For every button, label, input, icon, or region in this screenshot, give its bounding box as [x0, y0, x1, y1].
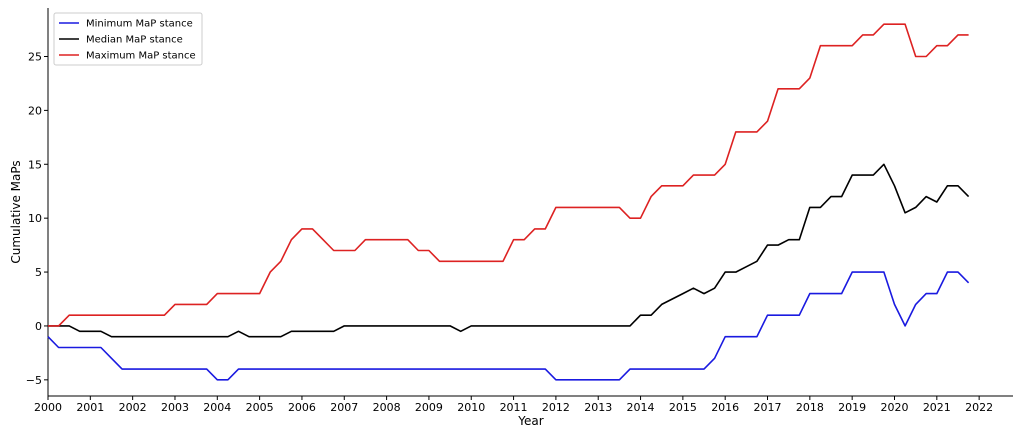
series-group — [47, 23, 970, 381]
y-ticks: −5 0 5 10 15 20 25 — [26, 51, 48, 387]
legend-label: Minimum MaP stance — [86, 19, 193, 30]
x-tick-label: 2003 — [161, 401, 189, 414]
x-tick-label: 2013 — [584, 401, 612, 414]
legend-box — [53, 12, 203, 66]
y-tick-label: 25 — [28, 51, 42, 64]
x-tick-label: 2004 — [203, 401, 231, 414]
x-tick-label: 2017 — [754, 401, 782, 414]
x-tick-label: 2009 — [415, 401, 443, 414]
x-tick-label: 2001 — [76, 401, 104, 414]
series-line-maximum — [48, 23, 969, 327]
x-tick-label: 2020 — [880, 401, 908, 414]
x-tick-label: 2007 — [330, 401, 358, 414]
y-tick-label: −5 — [26, 374, 42, 387]
axes — [47, 8, 1013, 397]
x-tick-label: 2014 — [627, 401, 655, 414]
x-tick-label: 2000 — [34, 401, 62, 414]
legend-label: Maximum MaP stance — [86, 51, 196, 62]
x-tick-label: 2012 — [542, 401, 570, 414]
y-axis-label: Cumulative MaPs — [9, 160, 23, 263]
x-tick-label: 2006 — [288, 401, 316, 414]
x-tick-label: 2022 — [965, 401, 993, 414]
x-tick-label: 2019 — [838, 401, 866, 414]
x-tick-label: 2008 — [373, 401, 401, 414]
x-tick-label: 2021 — [923, 401, 951, 414]
legend-label: Median MaP stance — [86, 35, 183, 46]
y-tick-label: 5 — [35, 266, 42, 279]
y-tick-label: 15 — [28, 158, 42, 171]
y-tick-label: 10 — [28, 212, 42, 225]
y-tick-label: 0 — [35, 320, 42, 333]
x-axis-label: Year — [517, 414, 543, 428]
x-tick-label: 2002 — [119, 401, 147, 414]
series-line-median — [48, 163, 970, 338]
x-tick-label: 2018 — [796, 401, 824, 414]
x-tick-label: 2011 — [500, 401, 528, 414]
x-tick-label: 2015 — [669, 401, 697, 414]
x-tick-label: 2005 — [246, 401, 274, 414]
x-tick-label: 2010 — [457, 401, 485, 414]
x-ticks: 2000 2001 2002 2003 2004 2005 2006 2007 2008 2009… — [34, 396, 993, 414]
series-line-minimum — [47, 271, 970, 381]
legend: Minimum MaP stance Median MaP stance Maxim… — [53, 12, 203, 66]
x-tick-label: 2016 — [711, 401, 739, 414]
y-tick-label: 20 — [28, 104, 42, 117]
